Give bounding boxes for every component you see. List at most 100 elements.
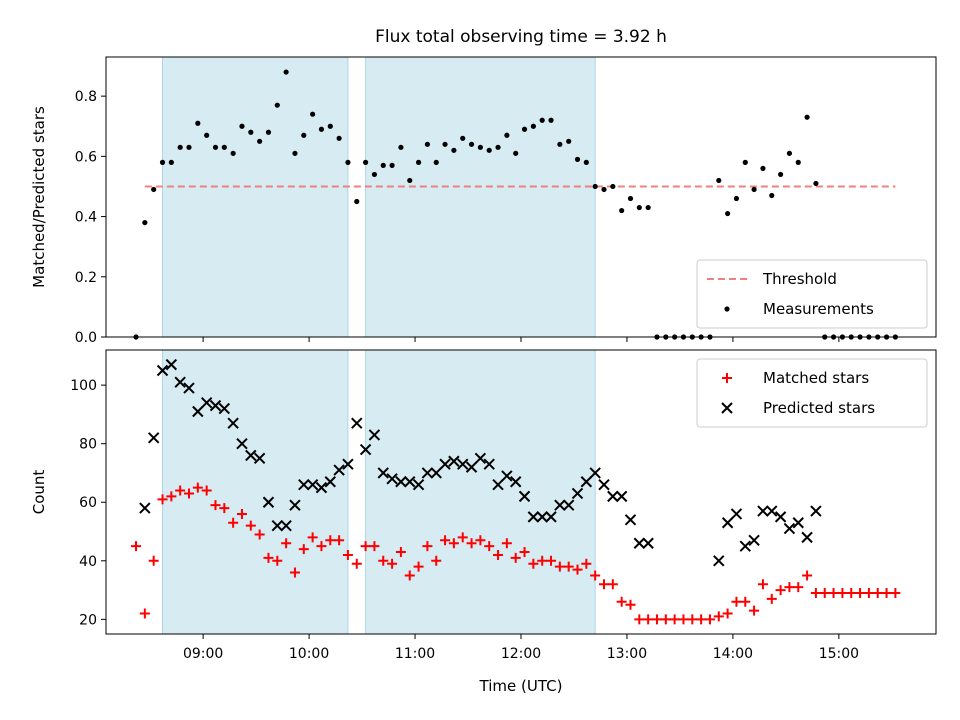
- measurement-point: [151, 186, 157, 193]
- measurement-point: [636, 204, 642, 211]
- matched-point: [431, 555, 442, 566]
- predicted-point: [562, 499, 575, 511]
- measurement-point: [725, 210, 731, 217]
- measurement-point: [557, 141, 563, 147]
- predicted-point: [783, 522, 796, 535]
- matched-point: [846, 588, 857, 599]
- legend-label: Predicted stars: [763, 399, 875, 417]
- measurement-point: [168, 159, 174, 165]
- legend: Matched stars Predicted stars: [696, 358, 928, 428]
- measurement-point: [221, 144, 227, 150]
- measurement-point: [548, 117, 554, 123]
- matched-point: [651, 614, 662, 625]
- measurement-point: [310, 111, 316, 117]
- matched-point: [131, 541, 142, 552]
- x-tick-label: 14:00: [713, 646, 753, 662]
- chart-title: Flux total observing time = 3.92 h: [375, 27, 667, 47]
- matched-point: [501, 538, 512, 549]
- matched-point: [192, 482, 203, 493]
- predicted-point: [509, 476, 522, 488]
- matched-point: [510, 552, 521, 563]
- predicted-point: [774, 511, 787, 523]
- measurement-point: [451, 147, 457, 153]
- shaded-interval-2: [365, 349, 596, 635]
- y-tick-label: 0.0: [75, 330, 97, 346]
- matched-point: [607, 579, 618, 590]
- matched-point: [713, 611, 724, 622]
- measurement-point: [786, 150, 793, 156]
- measurement-point: [468, 141, 475, 147]
- measurement-point: [566, 138, 572, 144]
- matched-point: [466, 538, 477, 549]
- y-tick-label: 100: [70, 378, 97, 394]
- matched-point: [599, 579, 609, 590]
- predicted-point: [386, 473, 398, 485]
- measurement-point: [301, 132, 307, 138]
- matched-point: [325, 535, 336, 546]
- measurement-point: [318, 126, 325, 132]
- measurement-point: [177, 144, 183, 150]
- matched-point: [281, 538, 292, 549]
- predicted-point: [607, 490, 619, 503]
- matched-point: [687, 614, 698, 625]
- matched-point: [342, 549, 353, 560]
- predicted-point: [227, 417, 239, 429]
- measurement-point: [195, 120, 201, 126]
- predicted-point: [192, 405, 204, 418]
- y-tick-label: 20: [79, 612, 97, 628]
- measurement-point: [539, 117, 545, 123]
- matched-point: [484, 541, 495, 552]
- predicted-point: [333, 464, 345, 476]
- measurement-point: [142, 219, 148, 226]
- measurement-point: [742, 159, 748, 165]
- measurement-point: [486, 147, 492, 153]
- measurement-point: [610, 183, 616, 190]
- predicted-point: [801, 531, 813, 544]
- predicted-point: [174, 376, 186, 388]
- matched-point: [872, 588, 883, 599]
- predicted-point: [209, 399, 222, 412]
- predicted-point: [368, 429, 381, 441]
- measurement-point: [760, 165, 766, 171]
- measurement-point: [257, 138, 263, 144]
- x-axis-label: Time (UTC): [479, 677, 563, 695]
- predicted-point: [421, 467, 434, 479]
- matched-point: [493, 549, 504, 560]
- matched-point: [334, 535, 345, 546]
- measurement-point: [733, 195, 740, 202]
- matched-point: [837, 588, 848, 599]
- predicted-point: [474, 452, 487, 465]
- matched-point: [643, 614, 654, 625]
- measurement-point: [212, 144, 219, 150]
- predicted-point: [439, 458, 451, 470]
- measurement-point: [362, 159, 369, 165]
- legend: Threshold Measurements: [696, 259, 928, 329]
- measurement-point: [398, 144, 404, 150]
- matched-point: [316, 541, 327, 552]
- measurement-point: [504, 132, 510, 138]
- predicted-point: [306, 478, 319, 491]
- matched-point: [784, 582, 795, 593]
- matched-point: [201, 485, 212, 496]
- predicted-point: [501, 470, 513, 482]
- matched-point: [422, 541, 433, 552]
- x-tick-label: 13:00: [607, 646, 647, 662]
- predicted-point: [404, 476, 416, 488]
- measurement-point: [601, 186, 607, 193]
- matched-point: [263, 552, 274, 563]
- measurement-point: [477, 144, 483, 150]
- measurement-point: [389, 162, 395, 168]
- measurement-point: [274, 102, 280, 108]
- matched-point: [546, 555, 557, 566]
- measurement-point: [804, 114, 810, 120]
- predicted-point: [713, 555, 725, 567]
- predicted-point: [165, 358, 178, 371]
- measurement-point: [442, 141, 448, 147]
- predicted-point: [377, 467, 389, 479]
- predicted-point: [492, 478, 504, 491]
- matched-point: [731, 596, 742, 607]
- predicted-point: [642, 537, 654, 549]
- matched-point: [881, 588, 892, 599]
- measurement-point: [751, 186, 757, 193]
